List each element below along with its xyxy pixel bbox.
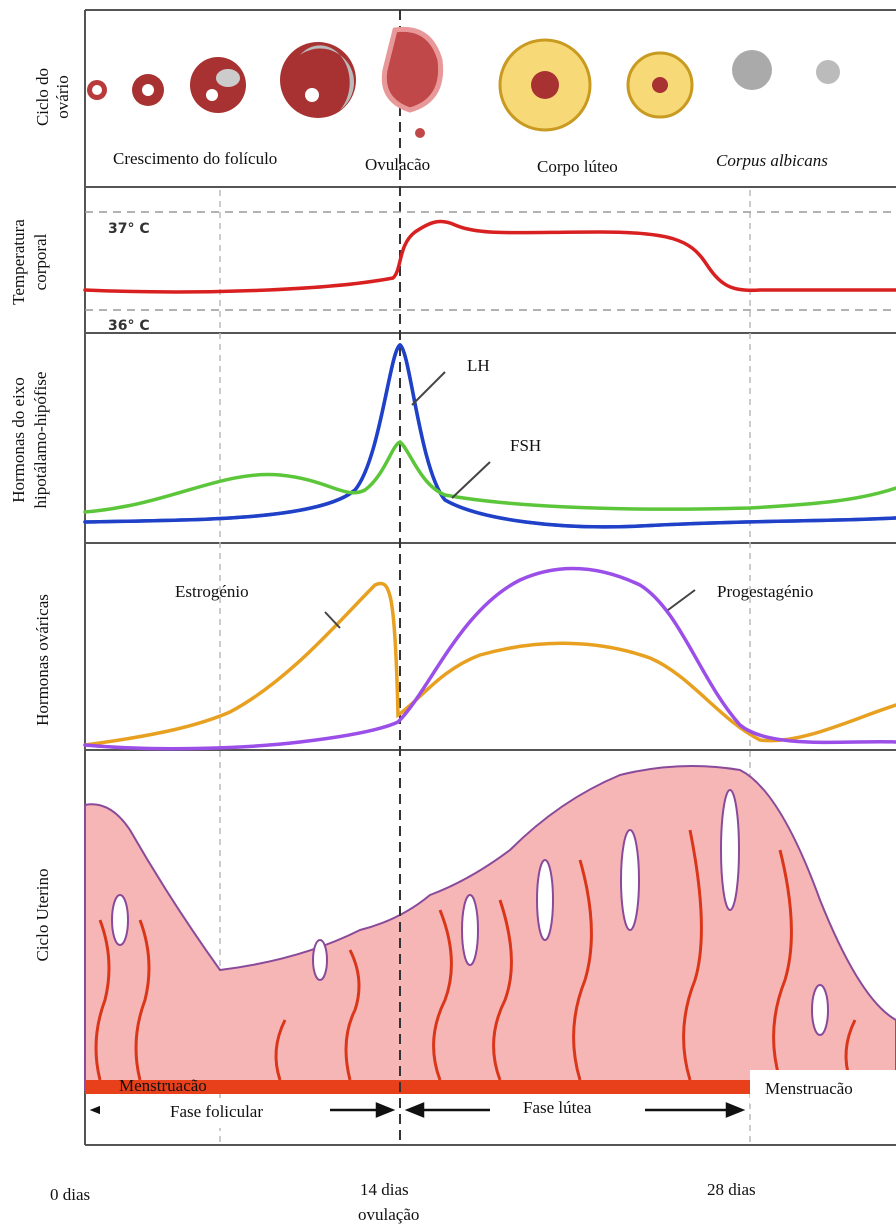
panel-label: Ciclo do bbox=[33, 68, 52, 126]
frame bbox=[84, 9, 896, 1146]
panel-label: hipotálamo-hipófise bbox=[31, 372, 50, 509]
stage-label: Crescimento do folículo bbox=[113, 149, 277, 168]
panel-label: Hormonas do eixo bbox=[9, 377, 28, 503]
temperature-curve bbox=[83, 219, 896, 294]
panel-label: corporal bbox=[31, 233, 50, 290]
hormone-label: LH bbox=[467, 356, 490, 375]
panel-label: Ciclo Uterino bbox=[33, 868, 52, 961]
stage-label: Corpo lúteo bbox=[537, 157, 618, 176]
phase-label: Fase lútea bbox=[523, 1098, 592, 1117]
hormone-label: Estrogénio bbox=[175, 582, 249, 601]
menstruation-label: Menstruacão bbox=[119, 1076, 207, 1095]
panel-label: Hormonas ováricas bbox=[33, 594, 52, 726]
phase-label: Fase folicular bbox=[170, 1102, 263, 1121]
stage-label: Corpus albicans bbox=[716, 151, 828, 170]
temperature-label: 37° C bbox=[108, 221, 150, 237]
timeline-label: ovulação bbox=[358, 1205, 419, 1224]
timeline-label: 14 dias bbox=[360, 1180, 409, 1199]
lh-curve bbox=[83, 343, 896, 529]
lh-curve bbox=[83, 343, 896, 529]
stage-label: Ovulacão bbox=[365, 155, 430, 174]
temperature-label: 36° C bbox=[108, 318, 150, 334]
hormone-label: Progestagénio bbox=[717, 582, 813, 601]
panel-labels: Ciclo do ovário Temperatura corporal Hor… bbox=[9, 68, 72, 962]
progesterone-curve bbox=[83, 566, 896, 751]
hormone-label: FSH bbox=[510, 436, 541, 455]
timeline-label: 0 dias bbox=[50, 1185, 90, 1204]
timeline-label: 28 dias bbox=[707, 1180, 756, 1199]
ovary-icons bbox=[87, 26, 840, 138]
estrogen-curve bbox=[83, 581, 896, 747]
menstruation-label: Menstruacão bbox=[765, 1079, 853, 1098]
uterine-lining bbox=[84, 765, 896, 1094]
panel-label: Temperatura bbox=[9, 219, 28, 305]
panel-label: ovário bbox=[53, 75, 72, 118]
fsh-curve bbox=[83, 440, 896, 514]
